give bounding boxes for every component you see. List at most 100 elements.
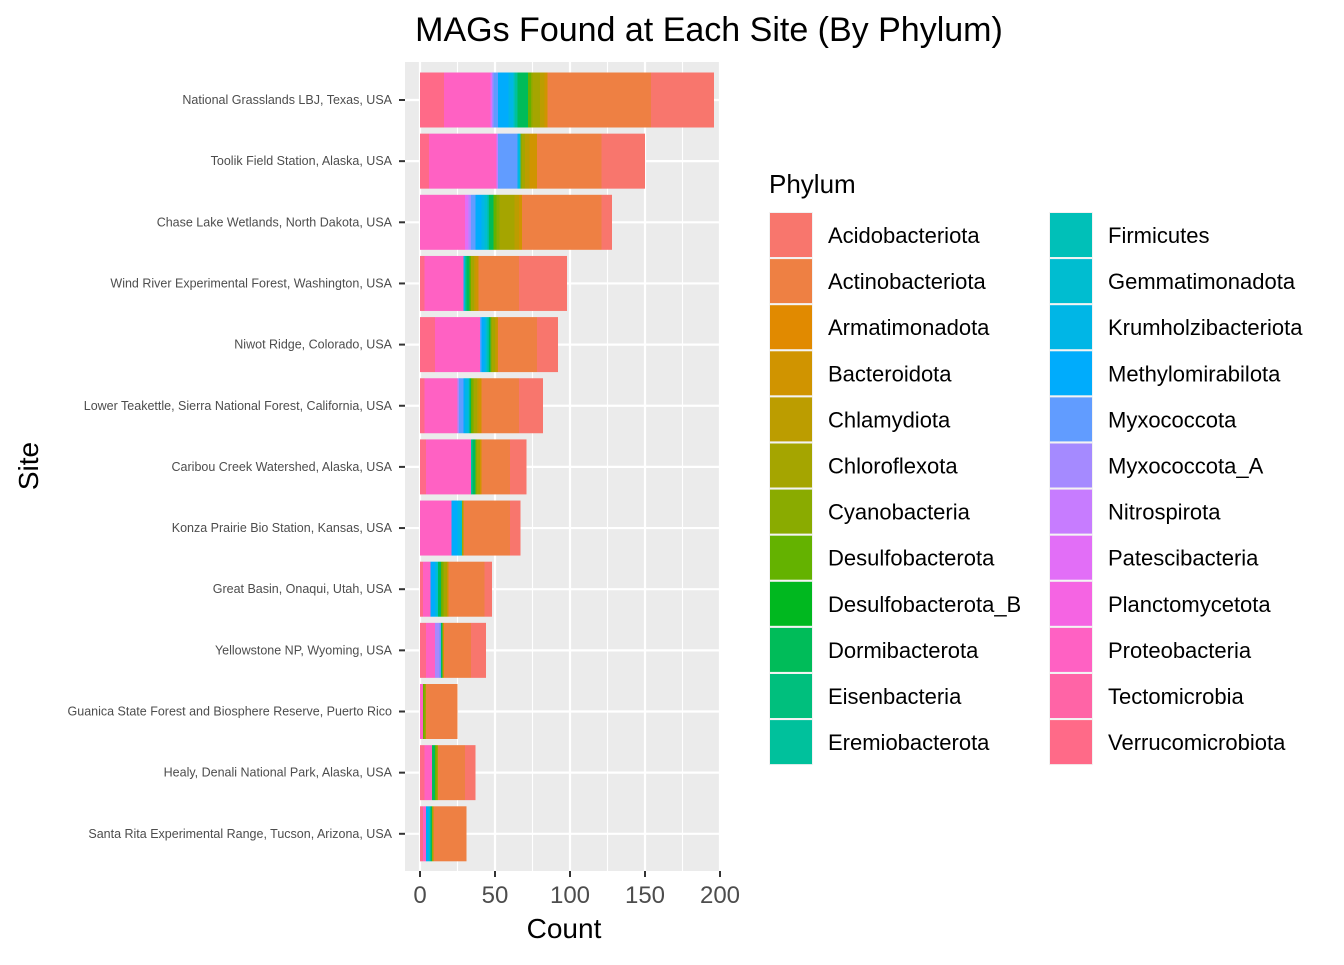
bar-segment-proteobacteria [435, 317, 480, 373]
legend-label: Acidobacteriota [828, 223, 980, 248]
bar-segment-verrucomicrobiota [420, 622, 426, 678]
bar-segment-gemmatimonadota [436, 561, 438, 617]
bar-segment-bacteroidota [519, 194, 522, 250]
y-tick-label: Konza Prairie Bio Station, Kansas, USA [172, 521, 393, 535]
bar-segment-acidobacteriota [651, 72, 714, 128]
bar-segment-eremiobacterota [514, 72, 518, 128]
legend-swatch-myxococcota [1050, 397, 1092, 442]
bar-segment-verrucomicrobiota [420, 255, 425, 311]
bar-segment-desulfobacterota [441, 561, 443, 617]
y-tick-label: Yellowstone NP, Wyoming, USA [215, 643, 393, 657]
bar-segment-actinobacteriota [433, 806, 467, 862]
bar-segment-krumholzibacteriota [427, 806, 429, 862]
y-axis-label: Site [13, 442, 44, 490]
bars-layer [420, 72, 714, 862]
bar-segment-cyanobacteria [520, 133, 522, 189]
bar-segment-actinobacteriota [448, 561, 485, 617]
bar-segment-acidobacteriota [484, 561, 492, 617]
legend-label: Desulfobacterota [828, 546, 995, 571]
legend-label: Nitrospirota [1108, 500, 1221, 525]
bar-segment-desulfobacterota [469, 255, 471, 311]
bar-segment-proteobacteria [424, 255, 464, 311]
legend-label: Firmicutes [1108, 223, 1209, 248]
bar-segment-chloroflexota [532, 72, 540, 128]
bar-segment-krumholzibacteriota [481, 194, 485, 250]
bar-segment-krumholzibacteriota [484, 317, 486, 373]
bar-segment-proteobacteria [429, 133, 497, 189]
y-tick-label: Wind River Experimental Forest, Washingt… [110, 276, 392, 290]
legend-swatch-tectomicrobia [1050, 674, 1092, 718]
bar-segment-bacteroidota [447, 561, 449, 617]
bar-segment-dormibacterota [472, 439, 476, 495]
x-axis-label: Count [527, 913, 602, 944]
bar-segment-dormibacterota [430, 806, 432, 862]
bar-segment-bacteroidota [544, 72, 548, 128]
legend-swatch-armatimonadota [770, 305, 812, 350]
bar-segment-actinobacteriota [444, 622, 471, 678]
bar-segment-verrucomicrobiota [420, 439, 426, 495]
bar-segment-verrucomicrobiota [420, 72, 444, 128]
bar-segment-dormibacterota [469, 378, 471, 434]
legend-label: Myxococcota_A [1108, 454, 1264, 479]
legend-label: Patescibacteria [1108, 546, 1259, 571]
y-tick-label: National Grasslands LBJ, Texas, USA [182, 93, 392, 107]
legend-swatch-cyanobacteria [770, 489, 812, 534]
y-tick-label: Great Basin, Onaqui, Utah, USA [213, 582, 393, 596]
bar-segment-dormibacterota [517, 72, 528, 128]
bar-segment-myxococcota-a [457, 378, 459, 434]
bar-segment-dormibacterota [432, 745, 435, 801]
legend-swatch-chloroflexota [770, 443, 812, 488]
bar-segment-myxococcota [498, 133, 518, 189]
legend-label: Proteobacteria [1108, 638, 1252, 663]
legend-swatch-gemmatimonadota [1050, 259, 1092, 304]
bar-segment-myxococcota-a [435, 622, 440, 678]
legend-swatch-firmicutes [1050, 213, 1092, 257]
bar-segment-methylomirabilota [481, 317, 485, 373]
bar-segment-methylomirabilota [463, 378, 465, 434]
bar-segment-proteobacteria [420, 500, 452, 556]
bar-segment-acidobacteriota [510, 439, 527, 495]
legend-swatch-acidobacteriota [770, 213, 812, 257]
bar-segment-cyanobacteria [531, 72, 533, 128]
bar-segment-nitrospirota [496, 133, 498, 189]
legend-swatch-dormibacterota [770, 627, 812, 672]
bar-segment-bacteroidota [480, 439, 482, 495]
bar-segment-krumholzibacteriota [517, 133, 519, 189]
bar-segment-gemmatimonadota [468, 378, 470, 434]
legend-label: Verrucomicrobiota [1108, 730, 1286, 755]
bar-segment-eremiobacterota [487, 194, 489, 250]
y-tick-label: Guanica State Forest and Biosphere Reser… [68, 705, 393, 719]
bar-segment-proteobacteria [424, 378, 458, 434]
bar-segment-eremiobacterota [465, 255, 467, 311]
legend-swatch-desulfobacterota [770, 535, 812, 580]
bar-segment-actinobacteriota [481, 378, 519, 434]
y-tick-label: Santa Rita Experimental Range, Tucson, A… [88, 827, 392, 841]
legend-swatch-bacteroidota [770, 351, 812, 396]
bar-segment-krumholzibacteriota [435, 561, 437, 617]
bar-segment-chloroflexota [499, 194, 515, 250]
legend-label: Krumholzibacteriota [1108, 315, 1303, 340]
bar-segment-cyanobacteria [475, 439, 477, 495]
y-tick-label: Caribou Creek Watershed, Alaska, USA [172, 460, 393, 474]
x-axis: 0 50 100 150 200 [413, 871, 740, 909]
bar-segment-gemmatimonadota [484, 194, 488, 250]
legend-swatch-planctomycetota [1050, 581, 1092, 626]
bar-segment-cyanobacteria [490, 317, 492, 373]
bar-segment-acidobacteriota [471, 622, 486, 678]
y-tick-label: Toolik Field Station, Alaska, USA [211, 154, 393, 168]
legend-swatch-patescibacteria [1050, 535, 1092, 580]
legend-swatch-eremiobacterota [770, 720, 812, 765]
bar-segment-krumholzibacteriota [465, 378, 468, 434]
bar-segment-patescibacteria [465, 194, 468, 250]
bar-segment-acidobacteriota [519, 378, 543, 434]
bar-segment-desulfobacterota [423, 684, 425, 739]
bar-segment-methylomirabilota [430, 561, 435, 617]
legend-label: Desulfobacterota_B [828, 592, 1021, 617]
bar-segment-desulfobacterota [528, 72, 531, 128]
bar-segment-proteobacteria [423, 806, 426, 862]
bar-segment-desulfobacterota [471, 378, 473, 434]
bar-segment-verrucomicrobiota [420, 133, 429, 189]
y-tick-label: Chase Lake Wetlands, North Dakota, USA [157, 215, 393, 229]
bar-segment-chloroflexota [522, 133, 525, 189]
